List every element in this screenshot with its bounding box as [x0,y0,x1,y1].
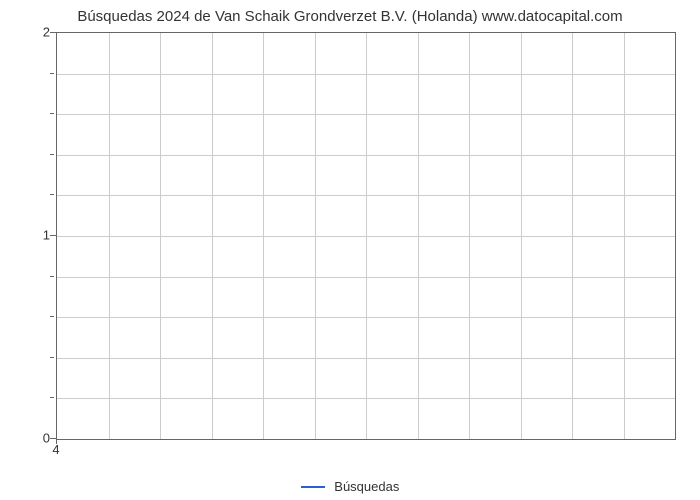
y-tick-mark [50,32,56,33]
legend-swatch [301,486,325,488]
y-tick-mark [50,235,56,236]
x-tick-mark [56,438,57,444]
y-tick-label: 2 [0,25,50,40]
x-tick-label: 4 [52,442,59,457]
y-tick-label: 1 [0,228,50,243]
grid-horizontal [57,114,675,115]
grid-horizontal [57,317,675,318]
grid-horizontal [57,358,675,359]
grid-horizontal [57,195,675,196]
grid-horizontal [57,277,675,278]
y-minor-tick [50,154,54,155]
y-minor-tick [50,194,54,195]
grid-horizontal [57,398,675,399]
chart-legend: Búsquedas [0,478,700,494]
grid-horizontal [57,74,675,75]
y-minor-tick [50,357,54,358]
y-minor-tick [50,316,54,317]
legend-label: Búsquedas [334,479,399,494]
y-minor-tick [50,276,54,277]
grid-horizontal [57,155,675,156]
y-minor-tick [50,73,54,74]
y-minor-tick [50,113,54,114]
chart-plot-area [56,32,676,440]
chart-title: Búsquedas 2024 de Van Schaik Grondverzet… [0,0,700,25]
y-tick-label: 0 [0,431,50,446]
y-minor-tick [50,397,54,398]
grid-horizontal [57,236,675,237]
